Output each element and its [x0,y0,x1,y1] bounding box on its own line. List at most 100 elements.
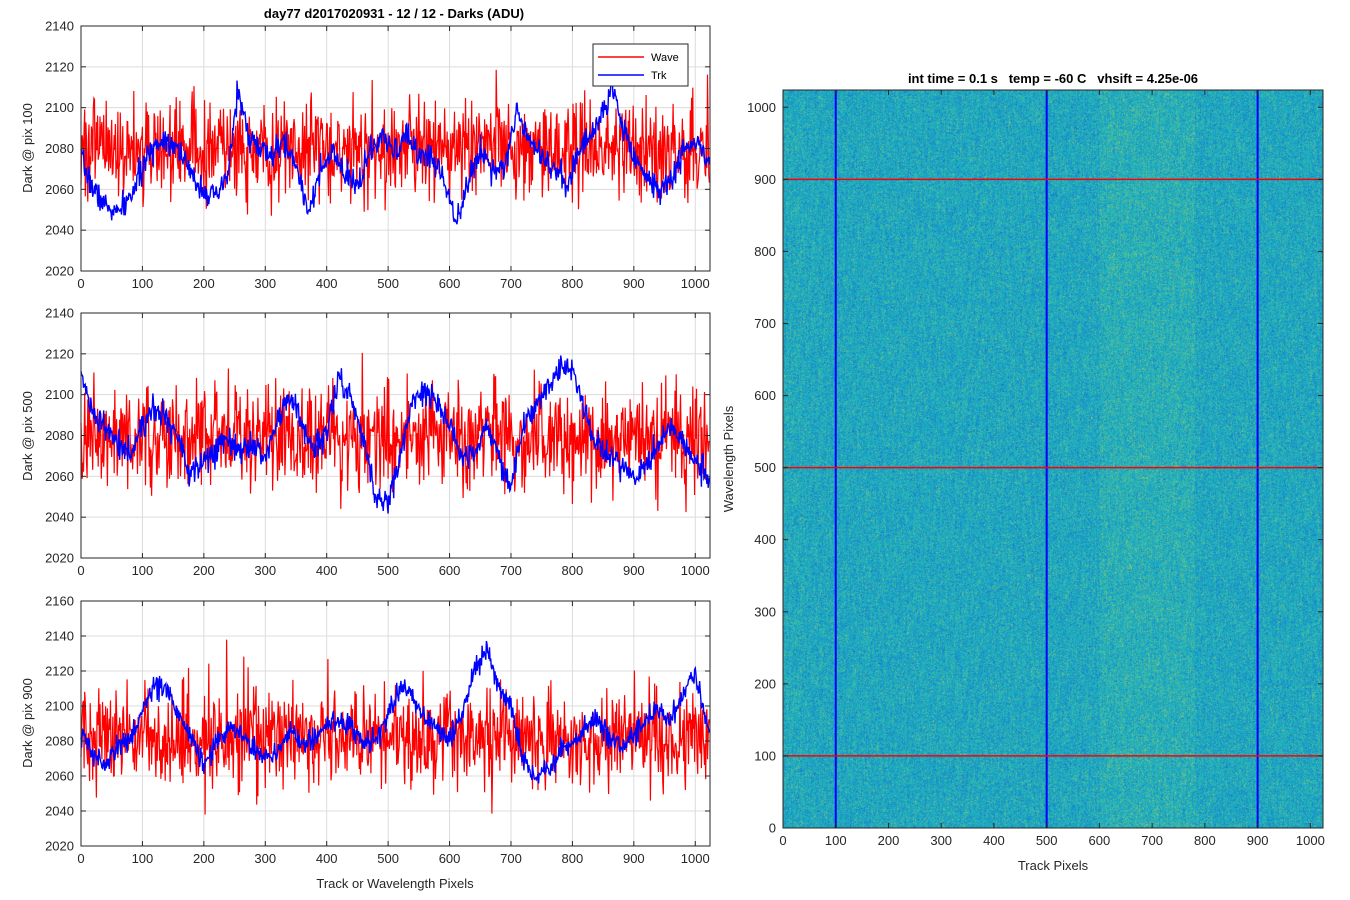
line-plot-pix-100: day77 d2017020931 - 12 / 12 - Darks (ADU… [20,6,711,291]
x-tick-label: 600 [439,563,461,578]
y-tick-label: 2100 [45,387,74,402]
y-axis-label: Dark @ pix 100 [20,103,35,193]
x-tick-label: 100 [132,851,154,866]
x-tick-label: 1000 [681,851,710,866]
x-tick-label: 500 [377,276,399,291]
y-tick-label: 2040 [45,804,74,819]
x-tick-label: 300 [254,563,276,578]
y-tick-label: 400 [754,532,776,547]
y-axis-label: Wavelength Pixels [721,405,736,512]
x-tick-label: 400 [983,833,1005,848]
legend-box [592,43,689,87]
y-tick-label: 2020 [45,839,74,854]
x-tick-label: 800 [562,563,584,578]
x-tick-label: 900 [623,851,645,866]
y-tick-label: 0 [769,821,776,836]
x-tick-label: 900 [623,563,645,578]
x-tick-label: 100 [825,833,847,848]
x-tick-label: 400 [316,276,338,291]
y-tick-label: 2100 [45,100,74,115]
y-tick-label: 800 [754,244,776,259]
x-tick-label: 300 [254,276,276,291]
y-tick-label: 2140 [45,629,74,644]
legend-label-wave: Wave [651,52,679,64]
x-tick-label: 500 [377,563,399,578]
legend: Wave Trk [592,43,689,87]
x-tick-label: 600 [1089,833,1111,848]
x-tick-label: 400 [316,563,338,578]
x-tick-label: 100 [132,276,154,291]
x-axis-label: Track or Wavelength Pixels [316,876,474,891]
y-tick-label: 2060 [45,182,74,197]
legend-label-trk: Trk [651,70,667,82]
y-tick-label: 2020 [45,264,74,279]
x-tick-label: 200 [193,276,215,291]
x-tick-label: 1000 [1296,833,1325,848]
y-tick-label: 2080 [45,734,74,749]
y-tick-label: 2140 [45,306,74,321]
x-tick-label: 400 [316,851,338,866]
series-line-trk [80,355,711,514]
y-tick-label: 500 [754,460,776,475]
x-tick-label: 500 [1036,833,1058,848]
y-axis-label: Dark @ pix 500 [20,391,35,481]
y-tick-label: 2080 [45,428,74,443]
y-tick-label: 2040 [45,510,74,525]
plot-area: 0 100 200 300 400 500 600 700 800 900 1000 0 100 200 3… [747,89,1325,848]
x-tick-label: 800 [1194,833,1216,848]
heatmap-image [783,90,1323,828]
x-tick-label: 0 [779,833,786,848]
x-tick-label: 700 [500,563,522,578]
y-tick-label: 2120 [45,59,74,74]
x-tick-label: 0 [77,276,84,291]
series-line-trk [80,640,711,784]
y-tick-label: 2040 [45,223,74,238]
x-tick-label: 300 [254,851,276,866]
y-tick-label: 2080 [45,141,74,156]
main-title: day77 d2017020931 - 12 / 12 - Darks (ADU… [264,6,524,21]
y-tick-label: 100 [754,748,776,763]
heatmap-plot: int time = 0.1 s temp = -60 C vhsift = 4… [721,71,1325,873]
series-line-wave [80,352,710,513]
plot-area: 0 100 200 300 400 500 600 700 800 900 1000 2020 2040… [45,306,711,578]
line-plot-pix-900: 0 100 200 300 400 500 600 700 800 900 1000 2020 2040… [20,594,711,891]
x-tick-label: 600 [439,276,461,291]
y-tick-label: 200 [754,676,776,691]
x-tick-label: 1000 [681,276,710,291]
heatmap-canvas-wrapper [783,90,1323,828]
x-tick-label: 200 [878,833,900,848]
y-tick-label: 900 [754,172,776,187]
y-axis-label: Dark @ pix 900 [20,678,35,768]
x-tick-label: 1000 [681,563,710,578]
x-tick-label: 800 [562,851,584,866]
y-tick-label: 1000 [747,100,776,115]
y-tick-label: 2060 [45,769,74,784]
x-tick-label: 900 [623,276,645,291]
y-tick-label: 700 [754,316,776,331]
x-tick-label: 300 [930,833,952,848]
heatmap-title: int time = 0.1 s temp = -60 C vhsift = 4… [908,71,1198,86]
x-tick-label: 700 [500,851,522,866]
x-tick-label: 700 [1141,833,1163,848]
x-tick-label: 200 [193,851,215,866]
y-tick-label: 2120 [45,664,74,679]
axes-frame [80,600,711,847]
axes-frame [782,89,1324,829]
x-tick-label: 500 [377,851,399,866]
x-tick-label: 900 [1247,833,1269,848]
x-axis-label: Track Pixels [1018,858,1089,873]
y-tick-label: 2160 [45,594,74,609]
y-tick-label: 2140 [45,19,74,34]
heatmap-canvas [783,90,1323,828]
x-tick-label: 600 [439,851,461,866]
y-tick-label: 300 [754,604,776,619]
series-line-trk [80,77,711,225]
y-tick-label: 2120 [45,346,74,361]
line-plot-pix-500: 0 100 200 300 400 500 600 700 800 900 1000 2020 2040… [20,306,711,578]
x-tick-label: 200 [193,563,215,578]
x-tick-label: 800 [562,276,584,291]
y-tick-label: 2060 [45,469,74,484]
x-tick-label: 0 [77,563,84,578]
plot-area: 0 100 200 300 400 500 600 700 800 900 1000 2020 2040… [45,594,711,866]
